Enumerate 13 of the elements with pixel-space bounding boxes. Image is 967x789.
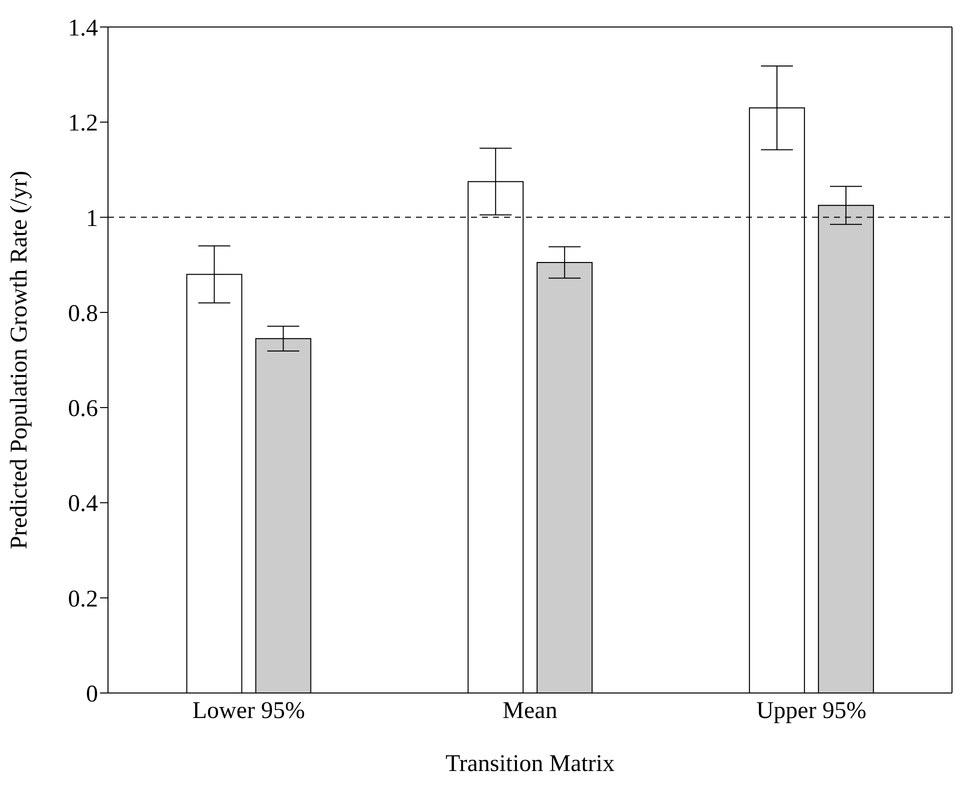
x-axis-title: Transition Matrix bbox=[445, 751, 615, 777]
y-axis-title: Predicted Population Growth Rate (/yr) bbox=[6, 170, 33, 550]
y-tick-label: 0.2 bbox=[68, 586, 98, 612]
y-tick-label: 1 bbox=[86, 206, 98, 232]
y-tick-label: 1.4 bbox=[68, 16, 98, 42]
y-tick-label: 0.8 bbox=[68, 300, 98, 327]
x-tick-label: Mean bbox=[502, 698, 558, 724]
x-tick-label: Lower 95% bbox=[192, 698, 305, 724]
x-tick-label: Upper 95% bbox=[756, 698, 866, 724]
y-tick-label: 0.4 bbox=[68, 491, 98, 518]
y-tick-label: 1.2 bbox=[68, 110, 98, 137]
y-tick-label: 0.6 bbox=[68, 396, 98, 422]
y-tick-label: 0 bbox=[86, 682, 98, 708]
